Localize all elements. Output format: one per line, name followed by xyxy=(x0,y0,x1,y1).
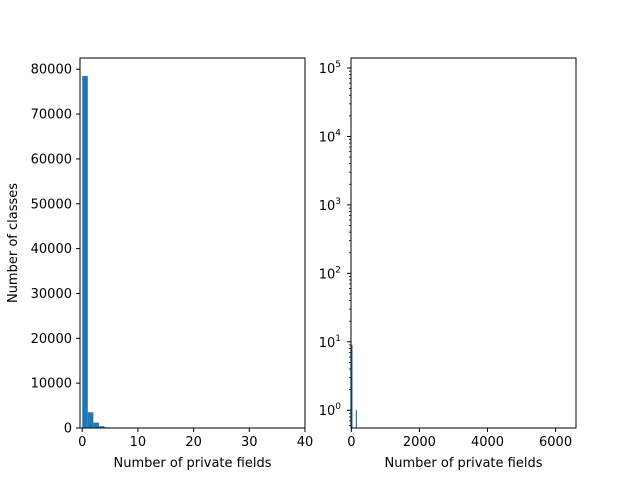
histogram-bar xyxy=(93,422,99,428)
y-tick-label: 30000 xyxy=(31,287,72,302)
y-tick-label-base: 10 xyxy=(319,404,336,419)
axes-frame xyxy=(350,57,577,429)
histogram-bar xyxy=(355,410,357,428)
y-tick-label: 10000 xyxy=(31,377,72,392)
histogram-bar xyxy=(87,412,94,428)
y-tick-label-exponent: 3 xyxy=(335,197,341,207)
histogram-bar xyxy=(82,75,88,428)
y-tick-label: 60000 xyxy=(31,152,72,167)
x-tick-label: 0 xyxy=(347,435,355,450)
histogram-bar xyxy=(351,344,353,428)
y-tick-label-base: 10 xyxy=(319,62,336,77)
y-tick-label-exponent: 1 xyxy=(335,334,341,344)
y-tick-label-base: 10 xyxy=(319,130,336,145)
x-tick-label: 0 xyxy=(78,435,86,450)
x-tick-label: 40 xyxy=(297,435,314,450)
x-tick-label: 2000 xyxy=(403,435,436,450)
x-tick-label: 10 xyxy=(130,435,147,450)
y-tick-label: 100 xyxy=(319,402,342,419)
y-tick-label: 40000 xyxy=(31,242,72,257)
y-tick-label-exponent: 0 xyxy=(335,402,341,412)
y-tick-label: 70000 xyxy=(31,108,72,123)
y-tick-label-base: 10 xyxy=(319,199,336,214)
y-tick-label: 0 xyxy=(64,422,72,437)
histogram-linear-panel: 0 10 20 30 40 0 10000 20000 30000 40000 50000 60000… xyxy=(6,57,314,471)
y-tick-label-exponent: 4 xyxy=(335,128,341,138)
y-tick-label: 102 xyxy=(319,265,341,282)
y-tick-label-base: 10 xyxy=(319,267,336,282)
x-axis-label: Number of private fields xyxy=(114,456,272,471)
y-tick-label-exponent: 5 xyxy=(335,60,341,70)
x-tick-label: 6000 xyxy=(539,435,572,450)
axes-frame xyxy=(79,57,306,429)
y-tick-label-exponent: 2 xyxy=(335,265,341,275)
x-tick-label: 20 xyxy=(185,435,202,450)
x-tick-label: 30 xyxy=(241,435,258,450)
y-tick-label: 20000 xyxy=(31,332,72,347)
y-tick-label: 50000 xyxy=(31,197,72,212)
y-tick-label: 104 xyxy=(319,128,342,145)
y-axis-label: Number of classes xyxy=(6,183,21,303)
y-tick-label: 80000 xyxy=(31,63,72,78)
y-tick-label: 105 xyxy=(319,60,341,77)
x-axis-label: Number of private fields xyxy=(385,456,543,471)
y-tick-label: 101 xyxy=(319,334,341,351)
histogram-bar xyxy=(98,426,105,428)
y-tick-label-base: 10 xyxy=(319,336,336,351)
y-tick-label: 103 xyxy=(319,197,341,214)
x-tick-label: 4000 xyxy=(471,435,504,450)
